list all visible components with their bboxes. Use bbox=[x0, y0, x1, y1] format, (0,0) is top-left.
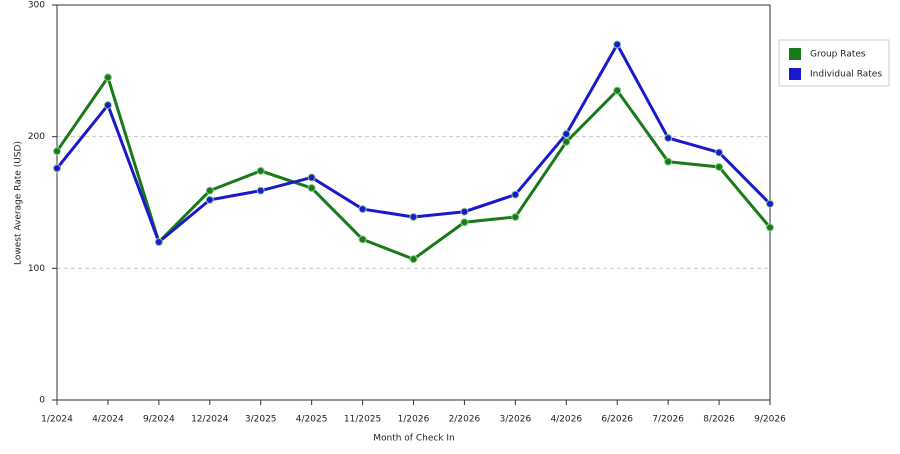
legend-label: Individual Rates bbox=[810, 70, 882, 80]
data-point bbox=[511, 212, 520, 221]
data-point bbox=[103, 101, 112, 110]
data-point bbox=[715, 148, 724, 157]
data-point bbox=[766, 199, 774, 208]
y-tick-label: 200 bbox=[28, 132, 45, 142]
y-tick-label: 300 bbox=[28, 1, 45, 11]
x-tick-label: 6/2026 bbox=[601, 415, 633, 425]
data-point bbox=[53, 147, 61, 156]
data-point bbox=[53, 164, 61, 173]
x-tick-label: 2/2026 bbox=[449, 415, 481, 425]
data-point bbox=[307, 173, 316, 182]
series-line bbox=[55, 74, 772, 261]
data-point bbox=[613, 86, 622, 95]
x-tick-label: 4/2025 bbox=[296, 415, 328, 425]
x-tick-label: 8/2026 bbox=[703, 415, 735, 425]
data-point bbox=[460, 218, 469, 227]
data-point bbox=[613, 40, 622, 49]
x-tick-label: 1/2024 bbox=[41, 415, 73, 425]
x-tick-label: 1/2026 bbox=[398, 415, 430, 425]
data-point bbox=[205, 195, 214, 204]
x-tick-label: 12/2024 bbox=[191, 415, 229, 425]
data-point bbox=[358, 205, 367, 214]
x-tick-label: 9/2024 bbox=[143, 415, 175, 425]
data-point bbox=[205, 186, 214, 195]
legend-swatch bbox=[789, 68, 801, 80]
x-tick-label: 3/2026 bbox=[500, 415, 532, 425]
data-point bbox=[307, 184, 316, 193]
series-line bbox=[55, 41, 772, 245]
y-tick-label: 0 bbox=[39, 396, 45, 406]
data-point bbox=[256, 186, 265, 195]
data-point bbox=[409, 212, 418, 221]
data-point bbox=[460, 207, 469, 216]
legend-swatch bbox=[789, 48, 801, 60]
x-tick-label: 4/2026 bbox=[550, 415, 582, 425]
y-tick-label: 100 bbox=[28, 264, 45, 274]
data-point bbox=[766, 223, 774, 232]
x-tick-label: 9/2026 bbox=[754, 415, 786, 425]
y-axis-label: Lowest Average Rate (USD) bbox=[14, 141, 24, 265]
plot-frame bbox=[56, 4, 771, 401]
x-tick-label: 4/2024 bbox=[92, 415, 124, 425]
data-point bbox=[511, 190, 520, 199]
data-point bbox=[103, 73, 112, 82]
data-point bbox=[358, 235, 367, 244]
x-tick-label: 11/2025 bbox=[344, 415, 381, 425]
data-point bbox=[409, 255, 418, 264]
x-tick-label: 7/2026 bbox=[652, 415, 684, 425]
data-point bbox=[562, 137, 571, 146]
x-axis-label: Month of Check In bbox=[373, 434, 455, 444]
data-point bbox=[154, 238, 163, 246]
legend-label: Group Rates bbox=[810, 50, 866, 60]
data-point bbox=[256, 166, 265, 175]
x-tick-label: 3/2025 bbox=[245, 415, 277, 425]
data-point bbox=[664, 133, 673, 142]
data-point bbox=[715, 162, 724, 171]
data-point bbox=[562, 130, 571, 139]
data-point bbox=[664, 157, 673, 166]
